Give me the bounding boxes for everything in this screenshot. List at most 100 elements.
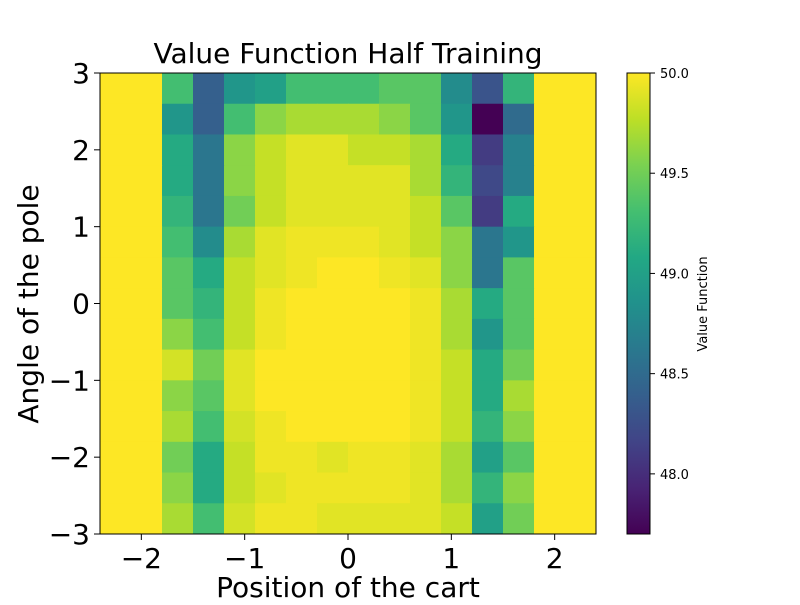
heatmap-cell [317,503,349,535]
heatmap-cell [255,411,287,443]
colorbar-ticks: 48.0 48.5 49.0 49.5 50.0 [650,67,689,483]
heatmap-cell [255,134,287,166]
heatmap-cell [286,103,318,135]
heatmap-cell [348,472,380,504]
heatmap-cell [379,349,411,381]
x-tick-label: −2 [121,542,162,575]
heatmap-cell [193,195,225,228]
y-tick-label: −1 [49,364,90,397]
heatmap-cell [534,257,597,289]
heatmap-cell [162,165,194,197]
heatmap-cell [503,226,535,258]
heatmap-cell [100,73,163,105]
heatmap-cell [162,226,194,258]
heatmap-cell [379,103,411,135]
heatmap-cell [224,318,256,351]
heatmap-cell [410,349,442,381]
colorbar-tick-label: 50.0 [660,67,689,82]
heatmap-cell [410,441,442,474]
heatmap-cell [193,73,225,105]
heatmap-cell [100,134,163,166]
heatmap-cell [100,103,163,135]
heatmap-cell [193,226,225,258]
heatmap-cell [472,73,504,105]
heatmap-cell [441,380,473,412]
heatmap-cell [193,472,225,504]
heatmap-cell [472,472,504,504]
heatmap-cell [472,441,504,474]
heatmap-cell [534,380,597,412]
heatmap-cell [534,349,597,381]
heatmap-cell [255,103,287,135]
heatmap-cell [162,503,194,535]
heatmap-cell [193,134,225,166]
heatmap-cell [255,472,287,504]
heatmap-cell [100,411,163,443]
heatmap-cell [410,472,442,504]
heatmap-cell [410,226,442,258]
heatmap-cell [193,103,225,135]
heatmap-cell [534,195,597,228]
heatmap-cell [224,226,256,258]
heatmap-cell [348,503,380,535]
heatmap-cell [503,503,535,535]
heatmap-cell [286,165,318,197]
heatmap-cell [503,134,535,166]
colorbar-tick-label: 49.0 [660,267,689,282]
heatmap-cell [255,257,287,289]
heatmap-cell [224,134,256,166]
heatmap-cell [441,226,473,258]
heatmap-cell [317,349,349,381]
heatmap-cell [162,441,194,474]
heatmap-cell [441,503,473,535]
heatmap-cell [317,441,349,474]
x-axis-ticks: −2 −1 0 1 2 [121,534,564,575]
heatmap-cell [286,503,318,535]
heatmap-cell [534,103,597,135]
heatmap-cell [379,257,411,289]
heatmap-cell [534,165,597,197]
heatmap-cell [286,318,318,351]
heatmap-cell [193,411,225,443]
heatmap-cell [472,134,504,166]
heatmap-cell [193,165,225,197]
heatmap-cell [441,165,473,197]
heatmap-cell [503,257,535,289]
heatmap-cell [100,288,163,320]
heatmap-cell [224,73,256,105]
heatmap-cell [503,318,535,351]
heatmap-cell [534,318,597,351]
heatmap-cell [348,73,380,105]
heatmap-cell [379,380,411,412]
heatmap-cell [255,226,287,258]
heatmap-cell [224,441,256,474]
heatmap-cell [379,318,411,351]
heatmap-cell [348,134,380,166]
heatmap-cell [100,441,163,474]
heatmap-cell [317,103,349,135]
heatmap-cell [286,411,318,443]
heatmap-cell [534,472,597,504]
y-axis-ticks: −3 −2 −1 0 1 2 3 [49,57,100,551]
heatmap-cell [255,380,287,412]
heatmap-cell [379,288,411,320]
heatmap-cell [503,288,535,320]
heatmap-cell [286,380,318,412]
heatmap-cell [379,73,411,105]
heatmap-cell [193,380,225,412]
heatmap-cell [379,441,411,474]
heatmap-cell [348,103,380,135]
colorbar-tick-label: 49.5 [660,167,689,182]
heatmap-cell [348,441,380,474]
heatmap-cell [410,134,442,166]
heatmap-cell [410,288,442,320]
heatmap-cell [472,288,504,320]
heatmap-cell [503,73,535,105]
y-axis-label: Angle of the pole [12,184,45,423]
heatmap-cell [162,134,194,166]
chart-title: Value Function Half Training [153,37,542,70]
heatmap-cell [348,288,380,320]
heatmap-cell [410,165,442,197]
heatmap-cell [100,349,163,381]
